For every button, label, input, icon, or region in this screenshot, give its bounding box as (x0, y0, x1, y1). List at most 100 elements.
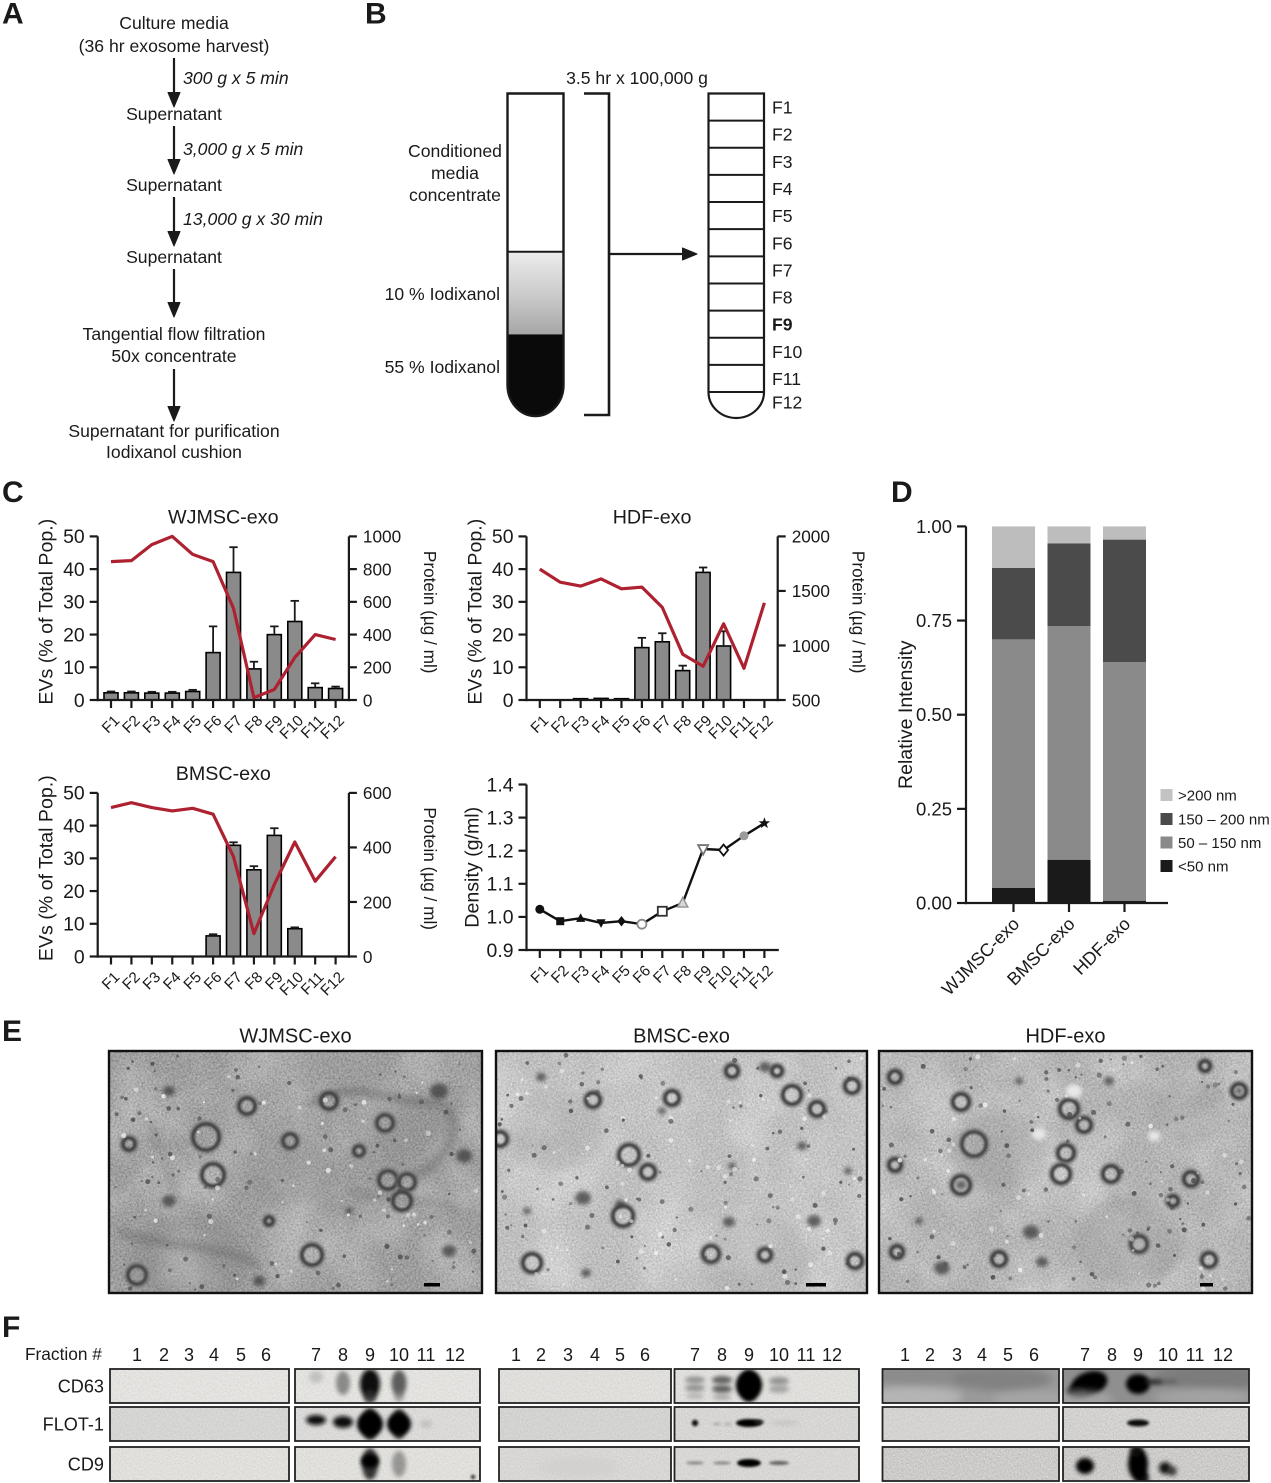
svg-text:600: 600 (363, 783, 392, 803)
svg-text:5: 5 (615, 1345, 625, 1365)
svg-text:4: 4 (209, 1345, 219, 1365)
svg-text:F10: F10 (772, 342, 803, 362)
svg-text:F9: F9 (772, 315, 793, 335)
svg-text:<50 nm: <50 nm (1178, 859, 1228, 876)
svg-text:2: 2 (925, 1345, 935, 1365)
svg-text:3.5 hr x 100,000 g: 3.5 hr x 100,000 g (566, 68, 708, 88)
svg-text:Protein (µg / ml): Protein (µg / ml) (420, 807, 440, 930)
svg-text:1: 1 (132, 1345, 142, 1365)
svg-text:EVs (% of Total Pop.): EVs (% of Total Pop.) (36, 519, 58, 705)
svg-text:WJMSC-exo: WJMSC-exo (168, 506, 279, 528)
svg-text:1.1: 1.1 (487, 874, 514, 896)
svg-text:1.3: 1.3 (487, 807, 514, 829)
svg-text:HDF-exo: HDF-exo (613, 506, 692, 528)
svg-text:10 % Iodixanol: 10 % Iodixanol (385, 284, 500, 304)
svg-text:12: 12 (822, 1345, 842, 1365)
svg-text:0.9: 0.9 (487, 940, 514, 962)
svg-text:F12: F12 (772, 393, 802, 413)
svg-text:0: 0 (74, 690, 85, 712)
svg-text:1.0: 1.0 (487, 907, 514, 929)
svg-text:Supernatant: Supernatant (126, 247, 222, 267)
svg-text:300 g x 5 min: 300 g x 5 min (183, 68, 289, 88)
svg-text:Supernatant: Supernatant (126, 175, 222, 195)
svg-text:Protein (µg / ml): Protein (µg / ml) (420, 551, 440, 674)
svg-text:F6: F6 (772, 233, 793, 253)
svg-text:F7: F7 (772, 260, 793, 280)
svg-text:150 – 200 nm: 150 – 200 nm (1178, 812, 1270, 829)
svg-text:10: 10 (389, 1345, 409, 1365)
svg-text:1000: 1000 (792, 636, 830, 656)
svg-text:7: 7 (311, 1345, 321, 1365)
svg-text:400: 400 (363, 625, 392, 645)
svg-text:Supernatant for purification: Supernatant for purification (68, 421, 279, 441)
svg-text:HDF-exo: HDF-exo (1025, 1026, 1105, 1048)
svg-text:F8: F8 (772, 288, 793, 308)
svg-text:7: 7 (690, 1345, 700, 1365)
svg-text:WJMSC-exo: WJMSC-exo (239, 1026, 351, 1048)
svg-text:20: 20 (63, 624, 85, 646)
svg-text:11: 11 (417, 1345, 436, 1365)
svg-text:30: 30 (63, 848, 85, 870)
svg-text:400: 400 (363, 838, 392, 858)
svg-text:C: C (2, 476, 24, 509)
svg-text:50 – 150 nm: 50 – 150 nm (1178, 835, 1261, 852)
svg-text:EVs (% of Total Pop.): EVs (% of Total Pop.) (36, 775, 58, 961)
svg-text:0: 0 (503, 690, 514, 712)
svg-text:B: B (365, 0, 387, 31)
svg-text:50: 50 (492, 526, 514, 548)
svg-text:30: 30 (63, 592, 85, 614)
svg-text:media: media (431, 163, 479, 183)
svg-text:F5: F5 (772, 206, 793, 226)
svg-text:9: 9 (744, 1345, 754, 1365)
svg-text:5: 5 (1003, 1345, 1013, 1365)
svg-text:0.00: 0.00 (916, 893, 952, 914)
svg-text:8: 8 (338, 1345, 348, 1365)
svg-text:Relative Intensity: Relative Intensity (895, 640, 917, 789)
svg-text:50: 50 (63, 526, 85, 548)
svg-text:EVs (% of Total Pop.): EVs (% of Total Pop.) (465, 519, 487, 705)
svg-text:F: F (2, 1311, 20, 1344)
svg-text:Supernatant: Supernatant (126, 104, 222, 124)
svg-text:Culture media: Culture media (119, 13, 229, 33)
svg-text:CD9: CD9 (68, 1455, 104, 1475)
svg-text:Tangential flow filtration: Tangential flow filtration (83, 324, 266, 344)
svg-text:10: 10 (492, 657, 514, 679)
svg-text:BMSC-exo: BMSC-exo (633, 1026, 730, 1048)
svg-text:6: 6 (640, 1345, 650, 1365)
svg-text:10: 10 (63, 914, 85, 936)
svg-text:40: 40 (63, 815, 85, 837)
svg-text:200: 200 (363, 892, 392, 912)
svg-text:600: 600 (363, 592, 392, 612)
svg-text:1000: 1000 (363, 527, 401, 547)
svg-text:50: 50 (63, 783, 85, 805)
svg-text:50x concentrate: 50x concentrate (111, 346, 236, 366)
svg-text:2: 2 (159, 1345, 169, 1365)
svg-text:0.25: 0.25 (916, 798, 952, 819)
svg-text:F4: F4 (772, 179, 793, 199)
svg-text:Density (g/ml): Density (g/ml) (462, 807, 484, 928)
svg-text:0: 0 (74, 946, 85, 968)
svg-text:concentrate: concentrate (409, 185, 501, 205)
svg-text:FLOT-1: FLOT-1 (43, 1415, 104, 1435)
svg-text:12: 12 (1213, 1345, 1233, 1365)
svg-text:2: 2 (536, 1345, 546, 1365)
svg-text:F2: F2 (772, 125, 793, 145)
svg-text:3,000 g x 5 min: 3,000 g x 5 min (183, 139, 303, 159)
svg-text:CD63: CD63 (58, 1377, 104, 1397)
svg-text:1.2: 1.2 (487, 841, 514, 863)
svg-text:0: 0 (363, 947, 373, 967)
svg-text:11: 11 (797, 1345, 816, 1365)
svg-text:4: 4 (977, 1345, 987, 1365)
svg-text:10: 10 (63, 657, 85, 679)
svg-text:F11: F11 (772, 369, 801, 389)
svg-text:11: 11 (1186, 1345, 1205, 1365)
svg-text:40: 40 (492, 559, 514, 581)
svg-text:F1: F1 (772, 98, 793, 118)
svg-text:40: 40 (63, 559, 85, 581)
svg-text:(36 hr exosome harvest): (36 hr exosome harvest) (79, 36, 270, 56)
svg-text:55 % Iodixanol: 55 % Iodixanol (385, 357, 500, 377)
svg-text:F3: F3 (772, 152, 793, 172)
svg-text:3: 3 (563, 1345, 573, 1365)
svg-text:1: 1 (900, 1345, 910, 1365)
svg-text:3: 3 (184, 1345, 194, 1365)
